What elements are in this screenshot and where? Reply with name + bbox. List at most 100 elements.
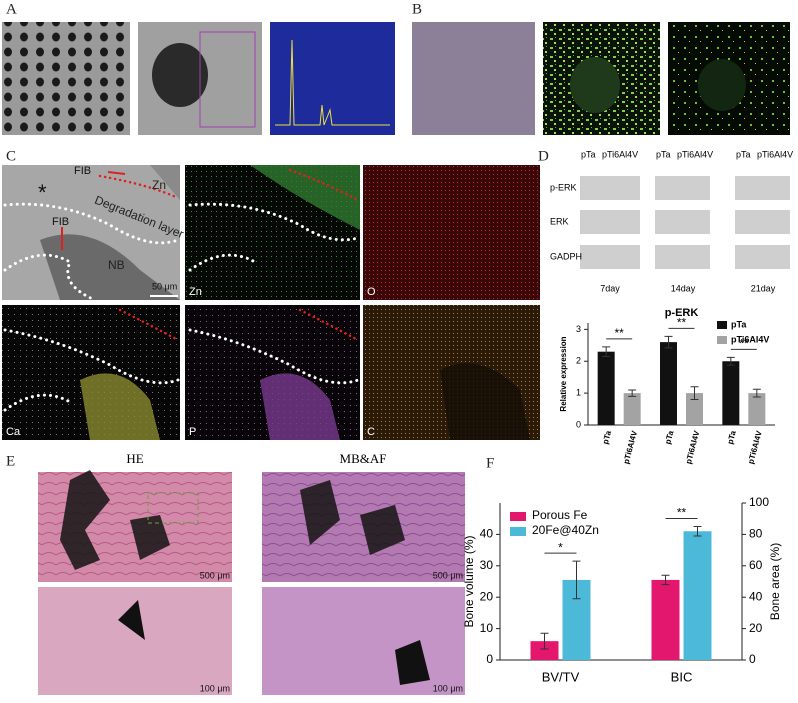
selection-box	[199, 31, 256, 128]
y-tick-label: 1	[576, 388, 581, 398]
legend-label: 20Fe@40Zn	[532, 523, 599, 537]
cell-image	[412, 22, 535, 135]
y-tick-label: 20	[480, 589, 494, 603]
significance-label: **	[614, 326, 624, 340]
x-tick-label: pTi6Al4V	[622, 429, 640, 465]
y-tick-label: 30	[480, 558, 494, 572]
c-label: FIB	[74, 165, 91, 177]
bar	[597, 351, 615, 425]
bar	[530, 641, 559, 660]
y2-tick-label: 40	[749, 589, 763, 603]
boundary	[188, 328, 360, 385]
panel-label: E	[6, 453, 15, 469]
x-tick-label: pTa	[663, 429, 675, 445]
error-bar	[726, 356, 735, 366]
legend-swatch	[717, 336, 727, 344]
error-bar	[661, 574, 670, 586]
map-label: O	[367, 286, 376, 298]
boundary	[98, 174, 180, 200]
pore	[570, 57, 620, 113]
day-label: 7day	[600, 283, 620, 293]
stain-label: MB&AF	[340, 451, 387, 466]
error-bar	[693, 526, 702, 537]
error-bar	[572, 560, 581, 600]
region	[80, 373, 160, 440]
c-label: Zn	[152, 178, 166, 192]
stain-label: HE	[126, 451, 143, 466]
spectrum-trace	[275, 39, 390, 126]
x-tick-label: pTi6Al4V	[684, 429, 702, 465]
x-tick-label: pTi6Al4V	[746, 429, 764, 465]
bar	[748, 393, 766, 425]
day-label: 21day	[751, 283, 776, 293]
y2-tick-label: 0	[749, 652, 756, 666]
implant	[395, 640, 430, 685]
panel-c	[2, 165, 540, 440]
panel-label: B	[412, 1, 422, 17]
significance-label: **	[677, 316, 687, 330]
panel-d-blot	[580, 176, 790, 269]
y2-tick-label: 60	[749, 558, 763, 572]
y-tick-label: 0	[486, 652, 493, 666]
error-bar	[664, 335, 673, 349]
scale-label: 100 μm	[433, 683, 463, 693]
error-bar	[540, 632, 549, 650]
significance-label: *	[558, 540, 563, 554]
bar	[683, 531, 712, 660]
blot	[580, 176, 640, 200]
y-tick-label: 2	[576, 356, 581, 366]
implant	[300, 480, 340, 545]
error-bar	[752, 388, 761, 398]
boundary	[188, 253, 257, 272]
blot-row-label: ERK	[550, 216, 569, 226]
legend-label: pTi6Al4V	[731, 334, 769, 344]
boundary	[3, 393, 72, 412]
panel-label: F	[486, 455, 494, 471]
blot-row-label: p-ERK	[550, 182, 577, 192]
x-tick-label: BIC	[671, 669, 693, 684]
error-bar	[628, 389, 637, 397]
chart-title: p-ERK	[665, 307, 699, 319]
blot-column-label: pTa	[581, 149, 596, 159]
blot-column-label: pTa	[656, 149, 671, 159]
x-tick-label: pTa	[726, 429, 738, 445]
y-axis-label: Relative expression	[559, 336, 568, 411]
c-label: *	[38, 180, 47, 205]
significance-label: **	[677, 506, 687, 520]
blot-column-label: pTi6Al4V	[677, 149, 713, 159]
scale-label: 100 μm	[200, 683, 230, 693]
y-tick-label: 40	[480, 527, 494, 541]
x-tick-label: pTa	[601, 429, 613, 445]
y-tick-label: 10	[480, 621, 494, 635]
c-label: NB	[108, 258, 125, 272]
scale-label: 500 μm	[433, 570, 463, 580]
boundary	[3, 328, 180, 385]
panel-b	[412, 22, 790, 135]
map-label: Zn	[189, 286, 202, 298]
panel-label: C	[6, 148, 16, 164]
legend-swatch	[510, 512, 526, 521]
map-label: P	[189, 426, 196, 438]
scale-bar	[150, 295, 178, 297]
day-label: 14day	[671, 283, 696, 293]
boundary	[3, 202, 180, 245]
blot-column-label: pTi6Al4V	[602, 149, 638, 159]
blot-row-label: GADPH	[550, 251, 582, 261]
zoom-box	[147, 492, 199, 524]
legend-label: Porous Fe	[532, 508, 588, 522]
bar	[651, 579, 680, 660]
pore	[698, 59, 746, 111]
blot	[735, 210, 790, 234]
scale-label: 50 μm	[152, 281, 177, 291]
implant	[60, 470, 110, 570]
error-bar	[602, 346, 611, 357]
scale-label: 500 μm	[200, 570, 230, 580]
region	[250, 165, 360, 230]
legend-label: pTa	[731, 319, 747, 329]
legend-swatch	[510, 527, 526, 536]
legend-swatch	[717, 321, 727, 329]
spectrum-image	[270, 22, 395, 135]
map-label: C	[367, 426, 375, 438]
region	[40, 234, 180, 300]
